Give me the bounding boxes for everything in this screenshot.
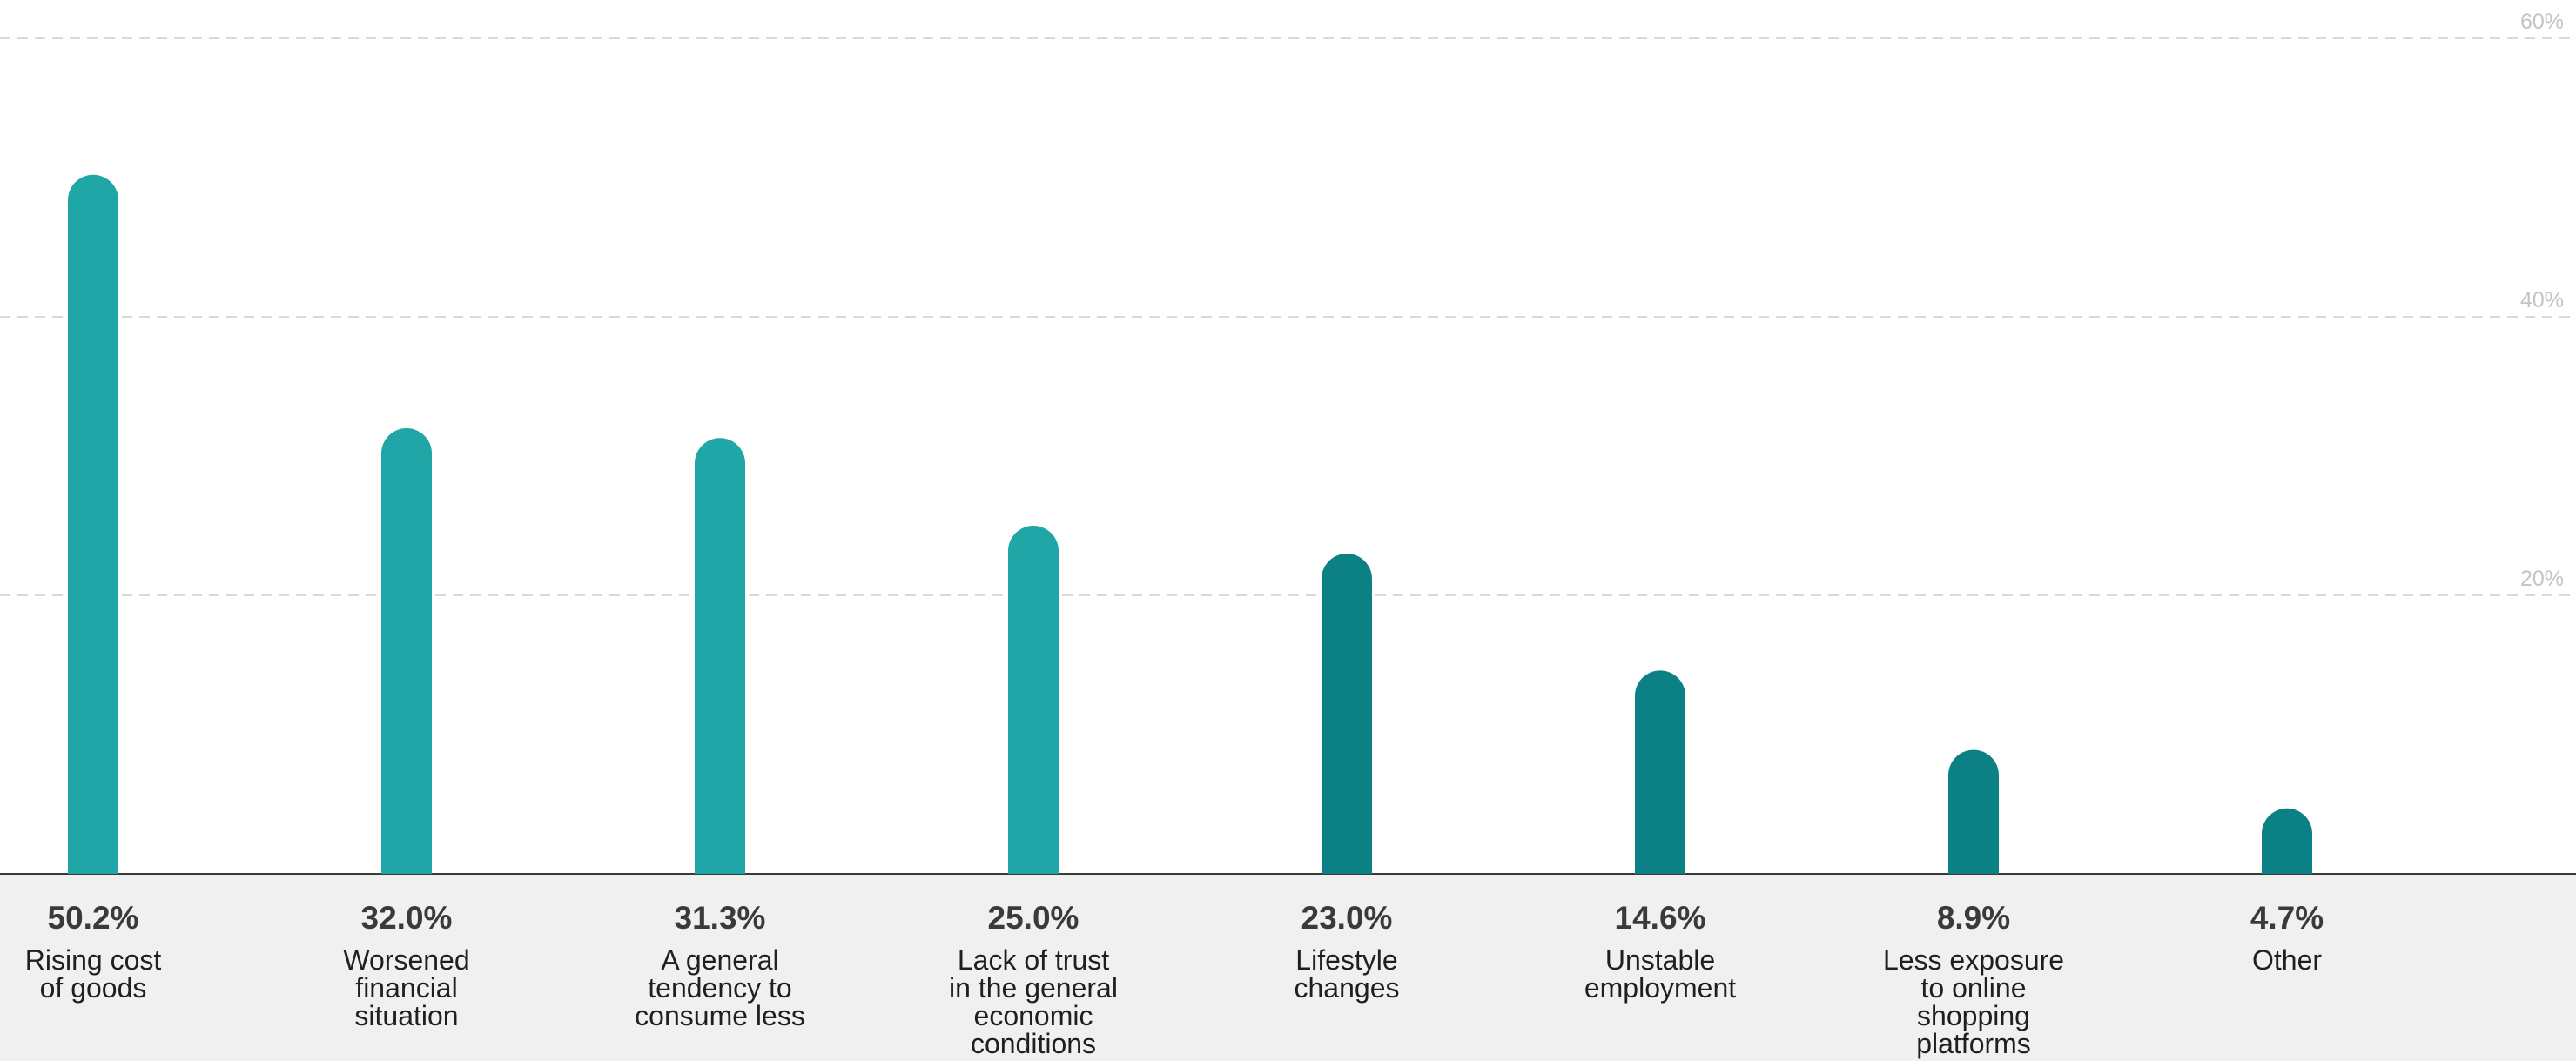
category-label-line: economic bbox=[974, 1000, 1093, 1031]
category-label: Lifestyle changes bbox=[1295, 944, 1400, 1004]
category-label-line: tendency to bbox=[648, 972, 791, 1004]
category-label-line: employment bbox=[1584, 972, 1736, 1004]
category-label-line: A general bbox=[661, 944, 778, 976]
category-label-line: Rising cost bbox=[25, 944, 162, 976]
category-label-line: to online bbox=[1921, 972, 2027, 1004]
y-tick-label: 40% bbox=[2520, 288, 2564, 312]
bar bbox=[68, 174, 118, 875]
category-label-line: shopping bbox=[1917, 1000, 2030, 1031]
y-tick-label: 60% bbox=[2520, 10, 2564, 34]
data-label: 25.0% bbox=[988, 900, 1079, 936]
bar bbox=[1948, 749, 1999, 874]
category-label: Rising cost of goods bbox=[25, 944, 162, 1004]
data-label: 31.3% bbox=[675, 900, 766, 936]
category-label: Worsened financial situation bbox=[343, 944, 469, 1031]
category-label: Other bbox=[2252, 944, 2322, 976]
category-label-line: Other bbox=[2252, 944, 2322, 976]
category-label: Less exposure to online shopping platforms bbox=[1883, 944, 2064, 1059]
category-label-line: changes bbox=[1295, 972, 1400, 1004]
category-label-line: Less exposure bbox=[1883, 944, 2064, 976]
data-label: 50.2% bbox=[48, 900, 139, 936]
category-label-line: consume less bbox=[635, 1000, 805, 1031]
bar bbox=[1635, 670, 1685, 874]
category-label-line: Lifestyle bbox=[1295, 944, 1397, 976]
category-label-line: situation bbox=[354, 1000, 458, 1031]
bar bbox=[1322, 554, 1372, 874]
data-label: 23.0% bbox=[1301, 900, 1393, 936]
data-label: 8.9% bbox=[1937, 900, 2010, 936]
label-band bbox=[0, 874, 2576, 1061]
category-label-line: Unstable bbox=[1605, 944, 1715, 976]
bar bbox=[381, 428, 432, 874]
category-label-line: in the general bbox=[949, 972, 1118, 1004]
category-label-line: Worsened bbox=[343, 944, 469, 976]
bar bbox=[695, 438, 745, 874]
category-label-line: financial bbox=[355, 972, 457, 1004]
category-label: A general tendency to consume less bbox=[635, 944, 805, 1031]
category-label-line: conditions bbox=[971, 1028, 1096, 1059]
y-tick-label: 20% bbox=[2520, 567, 2564, 591]
category-label-line: of goods bbox=[40, 972, 147, 1004]
data-label: 32.0% bbox=[361, 900, 453, 936]
category-label-line: Lack of trust bbox=[958, 944, 1109, 976]
category-label-line: platforms bbox=[1916, 1028, 2031, 1059]
data-label: 14.6% bbox=[1615, 900, 1706, 936]
bar bbox=[2262, 808, 2312, 874]
bar bbox=[1008, 526, 1059, 874]
category-label: Lack of trust in the general economic condi… bbox=[949, 944, 1118, 1059]
category-label: Unstable employment bbox=[1584, 944, 1736, 1004]
data-label: 4.7% bbox=[2250, 900, 2324, 936]
